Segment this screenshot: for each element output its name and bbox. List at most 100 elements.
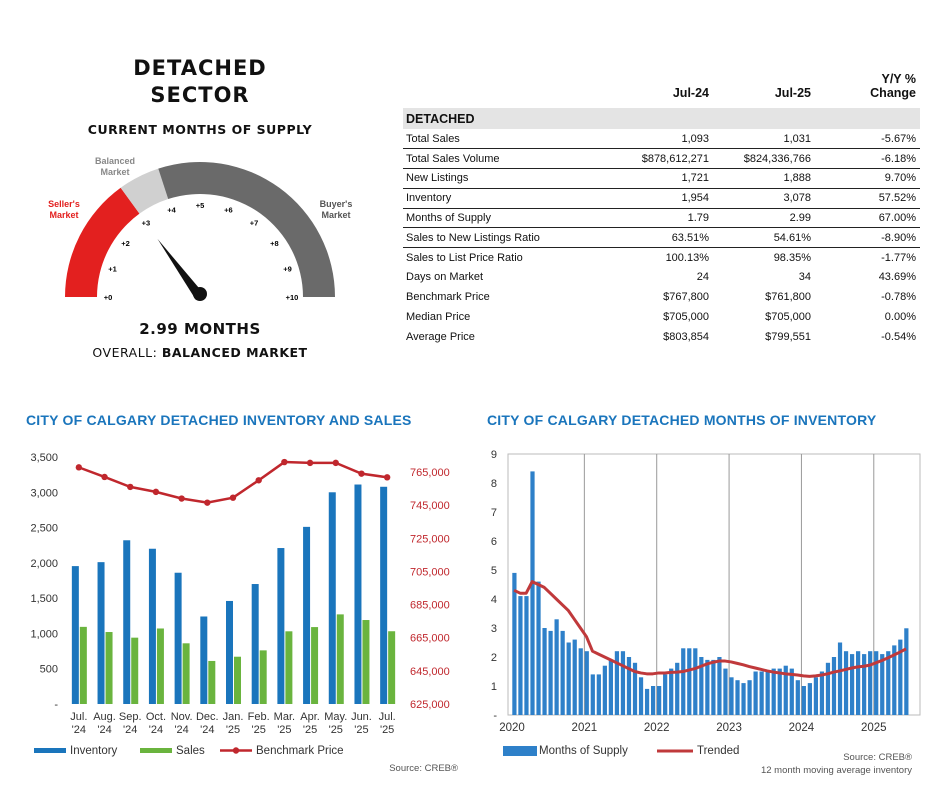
months-supply-bar — [717, 657, 722, 715]
x-tick-label: '25 — [354, 724, 368, 736]
months-supply-bar — [650, 686, 656, 715]
x-tick-label: Dec. — [196, 711, 219, 723]
row-label: Days on Market — [406, 271, 484, 284]
months-supply-bar — [512, 572, 517, 715]
row-value: 67.00% — [815, 207, 920, 228]
months-supply-bar — [614, 651, 620, 715]
y-tick-label: 2 — [491, 652, 497, 664]
months-supply-bar — [578, 648, 583, 715]
months-supply-bar — [608, 659, 613, 715]
row-value: $705,000 — [663, 311, 709, 324]
months-supply-bar — [807, 683, 812, 715]
x-tick-label: Aug. — [93, 711, 116, 723]
months-supply-bar — [638, 677, 644, 715]
chart2-note: 12 month moving average inventory — [760, 765, 912, 776]
sales-bar — [285, 631, 293, 704]
balanced-market-label: Market — [100, 167, 129, 177]
months-supply-bar — [795, 680, 800, 715]
months-supply-bar — [566, 642, 571, 715]
months-supply-bar — [868, 651, 873, 715]
table-row: Sales to New Listings Ratio 63.51% 54.61% -… — [403, 227, 920, 248]
y-tick-label: 1,500 — [30, 593, 58, 605]
table-row: Inventory 1,954 3,078 57.52% — [403, 187, 920, 209]
row-value: 43.69% — [878, 271, 916, 284]
gauge-tick: +0 — [104, 293, 113, 302]
row-label: Sales to List Price Ratio — [403, 247, 603, 268]
row-label: Benchmark Price — [406, 291, 490, 304]
x-tick-label: Feb. — [248, 711, 270, 723]
y-tick-label: 6 — [491, 536, 497, 548]
months-supply-bar — [825, 662, 831, 715]
months-supply-bar — [632, 662, 638, 715]
x-tick-label: '25 — [380, 724, 394, 736]
y2-tick-label: 645,000 — [410, 666, 450, 678]
sales-bar — [259, 650, 267, 704]
legend-months: Months of Supply — [539, 745, 628, 757]
sales-bar — [362, 620, 370, 704]
row-value: -5.67% — [881, 132, 916, 145]
inventory-sales-chart: 3,500 3,000 2,500 2,000 1,500 1,000 500 - 765,00… — [30, 452, 450, 757]
months-supply-bar — [880, 654, 885, 715]
y2-tick-label: 765,000 — [410, 467, 450, 479]
months-supply-bar — [892, 645, 897, 715]
row-label: Months of Supply — [403, 207, 603, 228]
months-supply-bar — [849, 654, 855, 715]
x-tick-label: '25 — [226, 724, 240, 736]
row-value: 98.35% — [713, 247, 815, 268]
inventory-bar — [97, 562, 105, 704]
row-value: -1.77% — [815, 247, 920, 268]
benchmark-point — [255, 477, 262, 484]
legend-sales: Sales — [176, 745, 205, 757]
row-value: $767,800 — [663, 291, 709, 304]
gauge-tick: +6 — [224, 206, 233, 215]
months-of-supply-gauge: +0+1+2+3+4+5+6+7+8+9+10Seller'sMarketBal… — [48, 156, 352, 302]
y-tick-label: 3 — [491, 623, 497, 635]
x-tick-label: '24 — [123, 724, 137, 736]
months-supply-bar — [747, 680, 752, 715]
gauge-needle — [157, 238, 205, 300]
months-supply-bar — [536, 581, 541, 715]
table-section-label: DETACHED — [403, 108, 920, 129]
row-value: -8.90% — [815, 227, 920, 248]
months-supply-bar — [602, 665, 607, 715]
overall-value: BALANCED MARKET — [161, 345, 308, 360]
y-tick-label: - — [54, 699, 58, 711]
months-supply-bar — [753, 671, 758, 715]
benchmark-point — [127, 483, 134, 491]
months-supply-bar — [554, 619, 559, 715]
overall-market: OVERALL: BALANCED MARKET — [60, 345, 340, 360]
gauge-tick: +10 — [286, 293, 299, 302]
row-value: -0.54% — [881, 330, 916, 343]
months-supply-bar — [548, 630, 553, 715]
row-value: 9.70% — [815, 168, 920, 189]
row-value: 1,093 — [681, 132, 709, 145]
legend-inventory: Inventory — [70, 745, 118, 757]
months-supply-bar — [669, 668, 674, 715]
benchmark-point — [306, 459, 314, 467]
x-tick-label: May. — [324, 711, 347, 723]
row-value: $799,551 — [765, 330, 811, 343]
sales-bar — [234, 656, 241, 704]
benchmark-point — [229, 494, 237, 501]
row-value: 2.99 — [713, 207, 815, 228]
months-supply-bar — [801, 686, 806, 715]
sector-title: DETACHED SECTOR — [60, 55, 340, 109]
inventory-bar — [303, 526, 311, 704]
months-supply-bar — [644, 688, 650, 715]
x-tick-label: Jun. — [351, 711, 372, 723]
gauge-tick: +3 — [142, 219, 151, 228]
sector-title-line2: SECTOR — [150, 83, 250, 107]
months-supply-bar — [620, 651, 626, 715]
months-supply-bar — [862, 654, 867, 715]
x-tick-label: '25 — [277, 724, 291, 736]
months-value: 2.99 MONTHS — [139, 320, 261, 338]
inventory-bar — [200, 616, 208, 704]
months-supply-bar — [831, 657, 837, 715]
x-tick-label: '24 — [72, 724, 86, 736]
gauge-subtitle: CURRENT MONTHS OF SUPPLY — [87, 122, 313, 137]
sales-bar — [131, 637, 139, 704]
months-supply-bar — [699, 657, 704, 715]
row-label: Sales to New Listings Ratio — [403, 227, 603, 248]
x-tick-label: '25 — [252, 724, 266, 736]
y2-tick-label: 665,000 — [410, 633, 450, 645]
